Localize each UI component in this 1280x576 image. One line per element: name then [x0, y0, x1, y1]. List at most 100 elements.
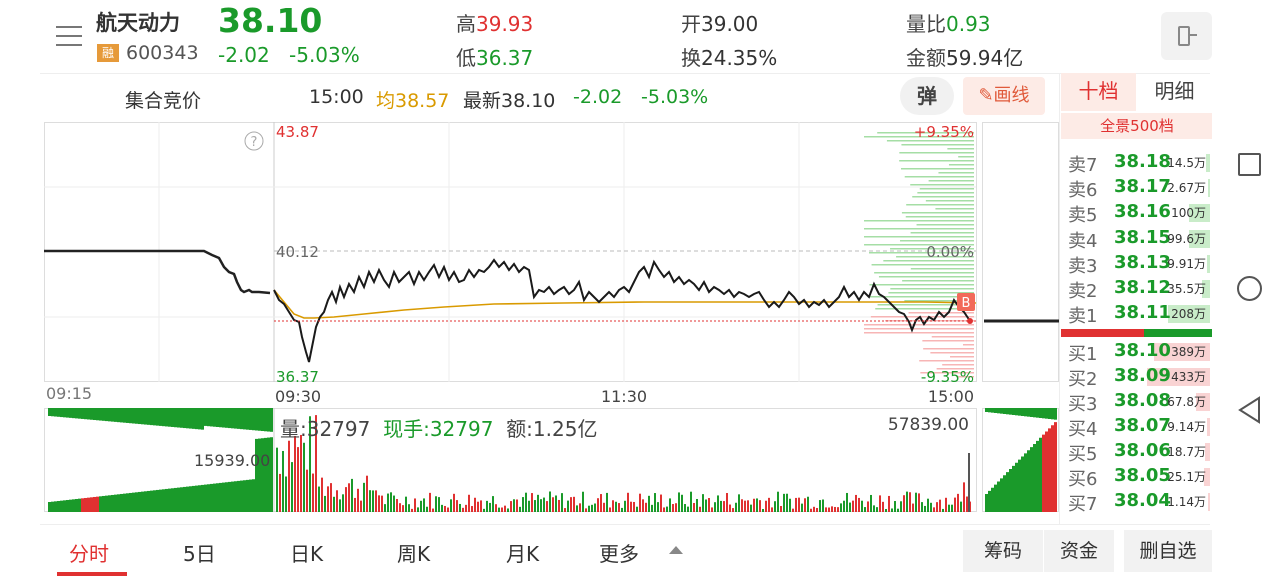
level-volume: 208万 — [1171, 307, 1206, 322]
sell-level-5[interactable]: 卖3 38.13 9.91万 — [1066, 252, 1212, 277]
tab-week-k[interactable]: 周K — [397, 542, 431, 566]
help-icon[interactable] — [244, 131, 264, 151]
tab-month-k[interactable]: 月K — [506, 542, 540, 566]
spread-divider — [1061, 329, 1212, 337]
level-label: 买1 — [1068, 344, 1098, 365]
caret-up-icon[interactable] — [669, 546, 683, 554]
current-price: 38.10 — [218, 1, 323, 40]
stock-code: 600343 — [126, 42, 199, 64]
tab-5day[interactable]: 5日 — [183, 542, 216, 566]
price-change-pct: -5.03% — [289, 43, 360, 67]
level-volume-bar — [1202, 280, 1210, 298]
sell-level-1[interactable]: 卖7 38.18 14.5万 — [1066, 151, 1212, 176]
buy-level-3[interactable]: 买3 38.08 67.8万 — [1066, 390, 1212, 415]
tab-intraday[interactable]: 分时 — [69, 542, 109, 566]
level-volume: 9.14万 — [1167, 420, 1206, 434]
sell-level-6[interactable]: 卖2 38.12 35.5万 — [1066, 277, 1212, 302]
average-price-line — [273, 289, 977, 319]
level-label: 买7 — [1068, 494, 1098, 515]
level-price: 38.16 — [1114, 201, 1171, 223]
buy-level-6[interactable]: 买6 38.05 25.1万 — [1066, 465, 1212, 490]
level-volume-bar — [1208, 493, 1210, 511]
info-change-pct: -5.03% — [641, 86, 709, 108]
stat-amount: 金额59.94亿 — [906, 46, 1024, 70]
draw-line-button[interactable]: ✎画线 — [963, 77, 1045, 115]
funds-button[interactable]: 资金 — [1044, 530, 1114, 572]
level-volume-bar — [1154, 343, 1210, 361]
tab-more[interactable]: 更多 — [599, 542, 639, 566]
full-500-levels-button[interactable]: 全景500档 — [1061, 113, 1212, 139]
recent-apps-icon[interactable] — [1238, 153, 1261, 176]
sell-level-4[interactable]: 卖4 38.15 99.6万 — [1066, 227, 1212, 252]
sell-level-7[interactable]: 卖1 38.11 208万 — [1066, 302, 1212, 327]
vol-max-label: 57839.00 — [888, 415, 969, 435]
level-volume-bar — [1206, 154, 1210, 172]
level-label: 买2 — [1068, 369, 1098, 390]
stat-turnover: 换24.35% — [681, 46, 778, 70]
tab-ten-levels[interactable]: 十档 — [1061, 73, 1136, 111]
level-price: 38.09 — [1114, 365, 1171, 386]
price-mid-label: 40.12 — [276, 243, 319, 261]
stat-high: 高39.93 — [456, 12, 534, 36]
help-icon-text: ? — [251, 135, 258, 150]
pct-min-label: -9.35% — [921, 368, 974, 386]
stat-open: 开39.00 — [681, 12, 759, 36]
buy-level-2[interactable]: 买2 38.09 433万 — [1066, 365, 1212, 390]
info-latest: 最新38.10 — [463, 90, 556, 112]
level-volume: 100万 — [1171, 206, 1206, 221]
level-volume-bar — [1196, 393, 1210, 411]
device-toggle-button[interactable] — [1161, 12, 1212, 60]
level-price: 38.12 — [1114, 277, 1171, 298]
level-price: 38.06 — [1114, 440, 1171, 461]
level-label: 卖1 — [1068, 306, 1098, 328]
level-volume: 14.5万 — [1167, 156, 1206, 170]
level-volume-bar — [1204, 468, 1210, 486]
buy-level-4[interactable]: 买4 38.07 9.14万 — [1066, 415, 1212, 440]
back-icon[interactable] — [1237, 396, 1263, 424]
chips-button[interactable]: 筹码 — [963, 530, 1043, 572]
level-price: 38.05 — [1114, 465, 1171, 486]
level-price: 38.13 — [1114, 251, 1171, 273]
level-price: 38.10 — [1114, 340, 1171, 361]
level-price: 38.11 — [1114, 302, 1171, 324]
info-change: -2.02 — [573, 86, 623, 108]
price-line — [273, 258, 971, 363]
buy-level-1[interactable]: 买1 38.10 389万 — [1066, 340, 1212, 365]
tab-day-k[interactable]: 日K — [290, 542, 324, 566]
level-volume: 433万 — [1171, 370, 1206, 384]
tab-detail[interactable]: 明细 — [1154, 79, 1195, 103]
level-price: 38.18 — [1114, 151, 1171, 172]
remove-watchlist-button[interactable]: 删自选 — [1124, 530, 1212, 572]
volume-chart[interactable]: 15939.00 57839.00 — [44, 408, 1059, 512]
buy-level-5[interactable]: 买5 38.06 18.7万 — [1066, 440, 1212, 465]
intraday-price-chart[interactable]: ? B 43.87 40.12 36.37 +9.35% 0.00% -9.35… — [44, 122, 1059, 408]
level-volume: 99.6万 — [1167, 231, 1206, 246]
sell-level-2[interactable]: 卖6 38.17 2.67万 — [1066, 176, 1212, 201]
level-volume: 9.91万 — [1167, 256, 1206, 271]
level-volume-bar — [1189, 204, 1210, 223]
auction-label: 集合竞价 — [125, 90, 202, 112]
level-price: 38.08 — [1114, 390, 1171, 411]
time-auction-label: 09:15 — [46, 384, 92, 403]
price-min-label: 36.37 — [276, 368, 319, 386]
auction-volume-label: 15939.00 — [194, 451, 270, 470]
auction-price-line — [44, 249, 271, 295]
level-volume: 35.5万 — [1167, 282, 1206, 296]
home-icon[interactable] — [1237, 276, 1262, 301]
menu-icon[interactable] — [56, 24, 84, 48]
stat-low: 低36.37 — [456, 46, 534, 70]
phone-landscape-icon — [1178, 26, 1190, 46]
level-volume-bar — [1207, 254, 1210, 273]
time-mid-label: 11:30 — [601, 387, 647, 406]
trade-marker-b[interactable] — [957, 293, 975, 311]
pct-max-label: +9.35% — [914, 123, 974, 141]
level-label: 买4 — [1068, 419, 1098, 440]
level-price: 38.07 — [1114, 415, 1171, 436]
sell-level-3[interactable]: 卖5 38.16 100万 — [1066, 201, 1212, 226]
level-price: 38.15 — [1114, 226, 1171, 248]
price-max-label: 43.87 — [276, 123, 319, 141]
popup-button[interactable]: 弹 — [900, 77, 954, 115]
level-volume-bar — [1168, 305, 1210, 324]
buy-level-7[interactable]: 买7 38.04 1.14万 — [1066, 490, 1212, 515]
